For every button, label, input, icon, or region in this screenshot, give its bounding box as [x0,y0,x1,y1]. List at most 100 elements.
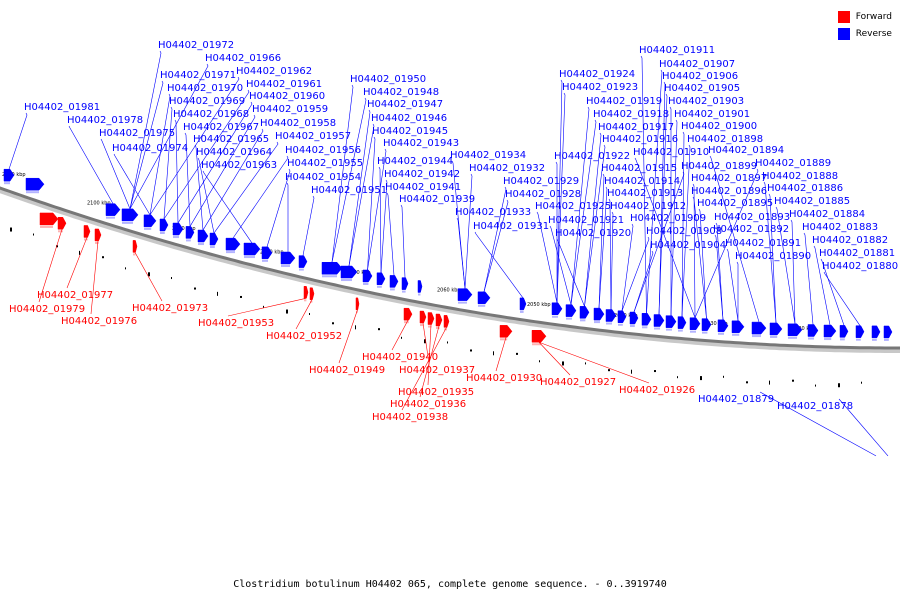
gene-arrow[interactable] [39,212,59,228]
gene-arrow[interactable] [641,313,652,329]
gene-label-reverse[interactable]: H04402_01981 [24,102,100,113]
gene-arrow[interactable] [309,287,315,303]
gene-label-forward[interactable]: H04402_01976 [61,316,137,327]
gene-arrow[interactable] [839,325,849,341]
gene-arrow[interactable] [653,314,665,330]
gene-arrow[interactable] [403,307,413,324]
gene-label-reverse[interactable]: H04402_01917 [598,122,674,133]
gene-arrow[interactable] [593,307,605,324]
gene-arrow[interactable] [855,325,865,341]
gene-arrow[interactable] [340,265,358,282]
gene-arrow[interactable] [143,214,157,230]
gene-label-reverse[interactable]: H04402_01922 [554,151,630,162]
gene-arrow[interactable] [565,304,577,320]
gene-arrow[interactable] [303,286,309,302]
gene-label-reverse[interactable]: H04402_01971 [160,70,236,81]
gene-arrow[interactable] [401,277,409,293]
gene-arrow[interactable] [389,275,399,291]
gene-label-reverse[interactable]: H04402_01934 [450,150,526,161]
gene-label-reverse[interactable]: H04402_01891 [725,238,801,249]
gene-label-reverse[interactable]: H04402_01912 [610,201,686,212]
gene-arrow[interactable] [665,315,677,331]
gene-label-reverse[interactable]: H04402_01893 [714,212,790,223]
gene-arrow[interactable] [132,240,138,256]
gene-label-reverse[interactable]: H04402_01964 [196,147,272,158]
gene-label-reverse[interactable]: H04402_01910 [633,147,709,158]
gene-label-reverse[interactable]: H04402_01932 [469,163,545,174]
gene-label-reverse[interactable]: H04402_01941 [385,182,461,193]
gene-label-reverse[interactable]: H04402_01951 [311,185,387,196]
gene-label-reverse[interactable]: H04402_01880 [822,261,898,272]
gene-label-forward[interactable]: H04402_01927 [540,377,616,388]
gene-label-reverse[interactable]: H04402_01967 [183,122,259,133]
gene-arrow[interactable] [243,242,261,259]
gene-arrow[interactable] [159,218,169,234]
gene-label-reverse[interactable]: H04402_01965 [193,134,269,145]
gene-label-reverse[interactable]: H04402_01939 [399,194,475,205]
gene-label-reverse[interactable]: H04402_01962 [236,66,312,77]
gene-arrow[interactable] [83,225,91,241]
gene-label-forward[interactable]: H04402_01977 [37,290,113,301]
gene-label-reverse[interactable]: H04402_01955 [287,158,363,169]
gene-arrow[interactable] [823,324,837,341]
gene-arrow[interactable] [435,313,443,330]
gene-label-reverse[interactable]: H04402_01931 [473,221,549,232]
gene-label-reverse[interactable]: H04402_01945 [372,126,448,137]
gene-arrow[interactable] [280,251,296,268]
gene-label-reverse[interactable]: H04402_01892 [713,224,789,235]
gene-arrow[interactable] [443,315,450,331]
gene-arrow[interactable] [417,280,423,296]
gene-arrow[interactable] [419,310,427,327]
gene-arrow[interactable] [871,325,881,341]
gene-label-reverse[interactable]: H04402_01883 [802,222,878,233]
gene-label-reverse[interactable]: H04402_01886 [767,183,843,194]
gene-label-reverse[interactable]: H04402_01904 [650,240,726,251]
gene-label-forward[interactable]: H04402_01930 [466,373,542,384]
gene-arrow[interactable] [121,208,139,224]
gene-label-reverse[interactable]: H04402_01969 [169,96,245,107]
gene-label-reverse[interactable]: H04402_01974 [112,143,188,154]
gene-label-reverse[interactable]: H04402_01896 [691,186,767,197]
gene-arrow[interactable] [787,323,803,339]
gene-arrow[interactable] [551,302,563,318]
gene-label-forward[interactable]: H04402_01935 [398,387,474,398]
gene-arrow[interactable] [94,228,102,244]
gene-label-reverse[interactable]: H04402_01916 [602,134,678,145]
gene-label-reverse[interactable]: H04402_01975 [99,128,175,139]
gene-label-forward[interactable]: H04402_01973 [132,303,208,314]
gene-label-reverse[interactable]: H04402_01913 [607,188,683,199]
gene-arrow[interactable] [519,297,527,313]
gene-label-reverse[interactable]: H04402_01961 [246,79,322,90]
gene-label-reverse[interactable]: H04402_01895 [697,198,773,209]
gene-label-forward[interactable]: H04402_01937 [399,365,475,376]
gene-label-reverse[interactable]: H04402_01882 [812,235,888,246]
gene-arrow[interactable] [457,288,473,304]
gene-label-reverse[interactable]: H04402_01918 [593,109,669,120]
gene-label-forward[interactable]: H04402_01936 [390,399,466,410]
gene-label-reverse[interactable]: H04402_01898 [687,134,763,145]
gene-arrow[interactable] [751,321,767,338]
gene-label-reverse[interactable]: H04402_01947 [367,99,443,110]
gene-arrow[interactable] [605,309,617,325]
gene-label-reverse[interactable]: H04402_01908 [646,226,722,237]
gene-label-reverse[interactable]: H04402_01970 [167,83,243,94]
gene-label-forward[interactable]: H04402_01949 [309,365,385,376]
gene-arrow[interactable] [689,317,701,333]
gene-label-reverse[interactable]: H04402_01944 [377,156,453,167]
gene-label-reverse[interactable]: H04402_01925 [535,201,611,212]
gene-arrow[interactable] [209,232,219,249]
gene-label-reverse[interactable]: H04402_01920 [555,228,631,239]
gene-label-reverse[interactable]: H04402_01968 [173,109,249,120]
gene-label-reverse[interactable]: H04402_01906 [662,71,738,82]
gene-label-reverse[interactable]: H04402_01879 [698,394,774,405]
gene-arrow[interactable] [298,255,308,271]
gene-label-reverse[interactable]: H04402_01919 [586,96,662,107]
gene-label-reverse[interactable]: H04402_01881 [819,248,895,259]
gene-arrow[interactable] [197,229,209,246]
gene-label-forward[interactable]: H04402_01926 [619,385,695,396]
gene-arrow[interactable] [321,262,343,278]
gene-label-reverse[interactable]: H04402_01897 [691,173,767,184]
gene-arrow[interactable] [499,325,513,341]
gene-arrow[interactable] [225,237,241,254]
gene-arrow[interactable] [376,272,386,288]
